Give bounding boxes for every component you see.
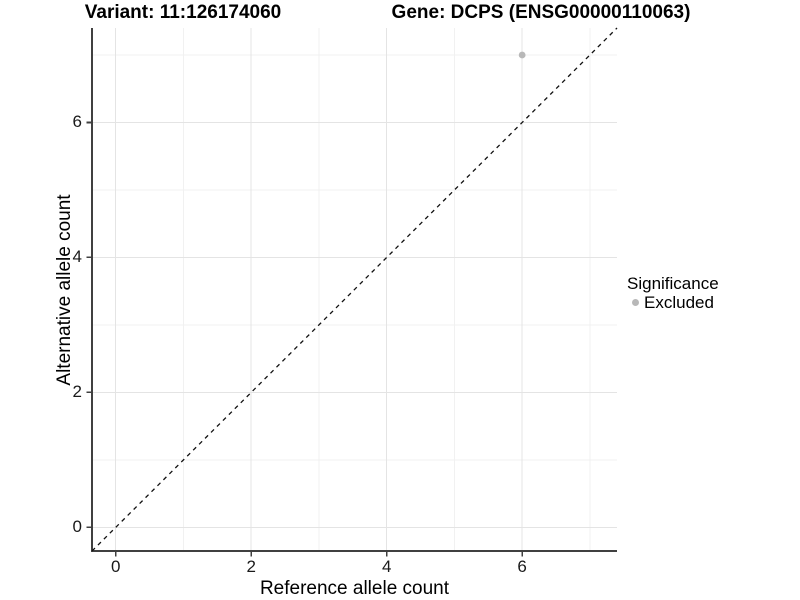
legend-title: Significance: [627, 274, 719, 293]
legend-key: [627, 294, 644, 311]
x-axis-title: Reference allele count: [259, 578, 450, 599]
identity-line: [91, 27, 618, 552]
gene-title: Gene: DCPS (ENSG00000110063): [391, 2, 691, 23]
excluded-point-icon: [632, 299, 639, 306]
data-point-excluded: [518, 51, 526, 59]
legend-item-label: Excluded: [644, 292, 714, 312]
legend: Significance Excluded: [627, 274, 719, 312]
variant-title: Variant: 11:126174060: [84, 2, 282, 23]
y-axis-title: Alternative allele count: [54, 194, 75, 386]
legend-item-excluded: Excluded: [627, 293, 719, 312]
